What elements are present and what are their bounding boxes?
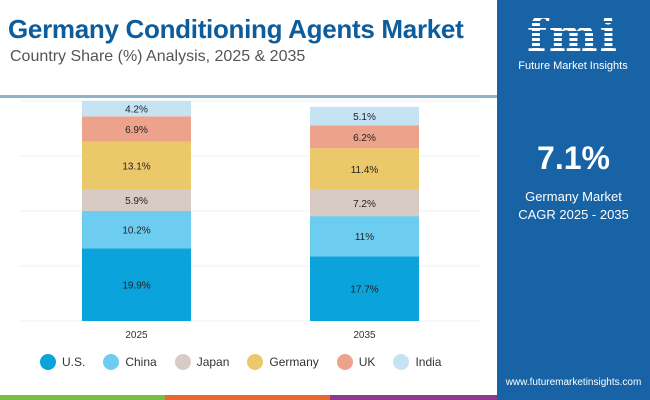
bar-segment-germany-2025 [82,141,191,190]
chart-subtitle: Country Share (%) Analysis, 2025 & 2035 [10,48,306,65]
data-label: 10.2% [122,226,150,237]
bar-segment-china-2025 [82,211,191,249]
data-label: 6.2% [353,133,376,144]
cagr-label-line1: Germany Market [525,189,622,204]
data-label: 17.7% [350,285,378,296]
legend-swatch [103,354,120,370]
legend-label: U.S. [62,355,86,369]
legend-label: Japan [196,355,230,369]
fmi-logo: fmi Future Market Insights [518,8,628,72]
bar-segment-germany-2035 [310,148,419,190]
stripe-green [0,395,165,400]
header-divider [0,95,497,98]
website-link[interactable]: www.futuremarketinsights.com [505,377,642,388]
data-label: 6.9% [125,125,148,136]
x-tick-label: 2025 [125,330,148,338]
side-panel [497,0,650,400]
bar-segment-japan-2025 [82,189,191,211]
legend-label: Germany [269,355,319,369]
logo-mark: fmi [518,8,628,62]
brand-name: Future Market Insights [518,60,628,72]
legend-label: China [125,355,157,369]
bar-segment-us-2025 [82,248,191,321]
bar-segment-china-2035 [310,216,419,257]
legend-item: Germany [247,354,319,370]
chart-title: Germany Conditioning Agents Market [8,14,464,44]
cagr-label-line2: CAGR 2025 - 2035 [518,207,629,222]
data-label: 19.9% [122,281,150,292]
bar-segment-india-2035 [310,106,419,126]
legend-swatch [247,354,264,370]
data-label: 4.2% [125,105,148,116]
bar-segment-india-2025 [82,101,191,117]
legend-label: UK [358,355,376,369]
legend-swatch [336,354,353,370]
bar-segment-japan-2035 [310,189,419,217]
legend-item: China [103,354,157,370]
stripe-orange [165,395,330,400]
data-label: 11.4% [351,165,379,176]
legend-item: U.S. [40,354,85,370]
legend-swatch [174,354,191,370]
chart-legend: U.S. China Japan Germany UK India [40,354,441,370]
bar-segment-uk-2025 [82,116,191,142]
data-label: 7.2% [353,199,376,210]
x-tick-label: 2035 [353,330,376,338]
legend-item: India [393,354,441,370]
data-label: 11% [355,232,374,243]
cagr-value: 7.1% [537,140,610,176]
cagr-label: Germany Market CAGR 2025 - 2035 [497,188,650,224]
data-label: 5.1% [353,112,376,123]
bar-segment-uk-2035 [310,125,419,149]
stripe-purple [330,395,497,400]
legend-swatch [393,354,410,370]
legend-swatch [40,354,56,370]
data-label: 5.9% [125,196,148,207]
legend-item: UK [336,354,376,370]
stacked-bar-chart: 19.9% 10.2% 5.9% 13.1% 6.9% 4.2% 2025 17.7% 11% 7… [20,100,480,338]
legend-item: Japan [174,354,230,370]
bar-segment-us-2035 [310,256,419,321]
data-label: 13.1% [122,162,150,173]
legend-label: India [415,355,442,369]
